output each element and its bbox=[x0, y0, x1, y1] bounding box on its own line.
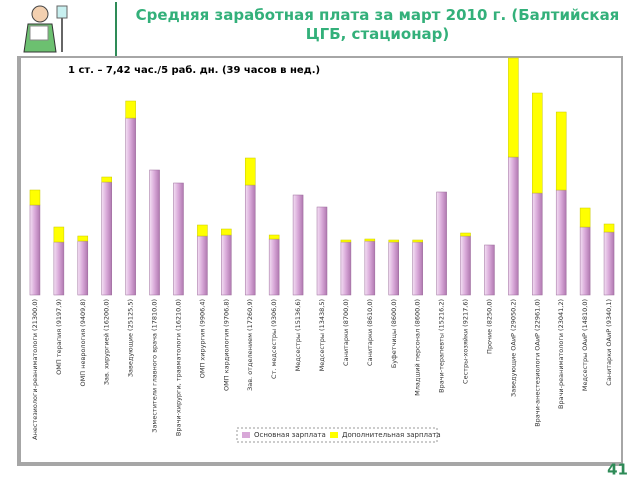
x-tick-label: Санитарки (8610,0) bbox=[366, 299, 374, 366]
x-tick-label: Врачи-реаниматологи (23041,2) bbox=[557, 299, 565, 409]
x-tick-label: ОМП хирургия (9906,4) bbox=[198, 299, 206, 378]
x-tick-label: Медсестры (15136,6) bbox=[294, 299, 302, 371]
x-tick-label: Медсестры ОАиР (14810,0) bbox=[581, 299, 589, 391]
bar-segment bbox=[149, 169, 160, 296]
bar-segment bbox=[579, 226, 591, 296]
x-tick-label: Врачи-терапевты (15216,2) bbox=[438, 299, 446, 393]
bar-segment bbox=[101, 181, 112, 296]
x-tick-label: Зав. хирургией (16200,0) bbox=[103, 299, 111, 385]
bar-segment bbox=[532, 92, 543, 194]
bar-segment bbox=[53, 226, 65, 243]
x-tick-label: Санитарки ОАиР (9340,1) bbox=[605, 299, 613, 386]
bar-segment bbox=[268, 234, 280, 240]
legend-label: Основная зарплата bbox=[254, 431, 326, 439]
x-tick-label: Санитарки (8700,0) bbox=[342, 299, 350, 366]
bar-segment bbox=[532, 192, 543, 296]
annotation: 1 ст. – 7,42 час./5 раб. дн. (39 часов в… bbox=[68, 64, 320, 76]
bar-segment bbox=[460, 232, 471, 237]
x-tick-label: Ст. медсестры (9306,0) bbox=[270, 299, 278, 379]
bar-segment bbox=[340, 241, 352, 296]
bar-segment bbox=[388, 239, 400, 243]
x-tick-label: Буфетчицы (8600,0) bbox=[390, 299, 398, 368]
bar-segment bbox=[412, 241, 423, 296]
bar-segment bbox=[101, 176, 112, 183]
x-tick-label: Медсестры (13438,5) bbox=[318, 299, 326, 371]
legend: Основная зарплата Дополнительная зарплат… bbox=[236, 427, 441, 443]
bar-segment bbox=[244, 157, 256, 186]
x-tick-label: Заведующие (25125,5) bbox=[127, 299, 135, 377]
bar-segment bbox=[388, 241, 400, 296]
x-tick-label: Анестезиологи-реаниматологи (21300,0) bbox=[31, 299, 39, 440]
bar-segment bbox=[340, 239, 352, 243]
bar-segment bbox=[197, 224, 208, 237]
legend-swatch bbox=[242, 432, 250, 438]
bar-segment bbox=[197, 235, 208, 296]
bar-segment bbox=[579, 207, 591, 228]
nurse-icon bbox=[23, 5, 68, 53]
x-tick-label: ОМП неврология (9409,8) bbox=[79, 299, 87, 386]
legend-swatch bbox=[330, 432, 338, 438]
bar-segment bbox=[508, 57, 519, 158]
bar-segment bbox=[603, 231, 615, 296]
x-tick-label: Заведующие ОАиР (29050,2) bbox=[509, 299, 517, 397]
bar-segment bbox=[77, 235, 89, 242]
bar-segment bbox=[364, 240, 376, 296]
bar-segment bbox=[508, 156, 519, 296]
bar-segment bbox=[221, 228, 232, 236]
bar-segment bbox=[29, 189, 41, 206]
legend-label: Дополнительная зарплата bbox=[342, 431, 441, 439]
bar-segment bbox=[221, 234, 232, 296]
bar-segment bbox=[53, 241, 65, 296]
page-number: 41 bbox=[607, 461, 628, 479]
bar-segment bbox=[316, 206, 328, 296]
x-tick-label: Врачи-анестезиологи ОАиР (22961,0) bbox=[533, 299, 541, 427]
bar-segment bbox=[29, 204, 41, 296]
x-tick-label: Заместители главного врача (17810,0) bbox=[151, 299, 159, 433]
bar-segment bbox=[292, 194, 304, 296]
title-box: Средняя заработная плата за март 2010 г.… bbox=[135, 6, 620, 43]
chart-title: Средняя заработная плата за март 2010 г.… bbox=[135, 6, 620, 43]
bar-segment bbox=[77, 240, 89, 296]
bar-segment bbox=[268, 238, 280, 296]
x-tick-label: Врачи-хирурги, травматологи (16210,0) bbox=[174, 299, 182, 436]
bar-segment bbox=[555, 111, 567, 191]
bar-segment bbox=[244, 184, 256, 296]
bar-segment bbox=[173, 182, 184, 296]
bar-segment bbox=[460, 235, 471, 296]
bar-segment bbox=[436, 191, 447, 296]
x-tick-label: ОМП кардиология (9706,8) bbox=[222, 299, 230, 391]
bar-segment bbox=[125, 100, 136, 119]
bar-segment bbox=[603, 223, 615, 233]
bar-segment bbox=[412, 239, 423, 243]
bar-segment bbox=[555, 189, 567, 296]
bar-segment bbox=[364, 238, 376, 242]
bar-segment bbox=[125, 117, 136, 296]
x-tick-label: Прочие (8250,0) bbox=[485, 299, 493, 354]
x-tick-label: Зав. отделением (17260,9) bbox=[246, 299, 254, 391]
x-tick-label: Сестры-хозяйки (9217,6) bbox=[462, 299, 470, 384]
bar-segment bbox=[484, 244, 495, 296]
x-tick-label: Младший персонал (8600,0) bbox=[414, 299, 422, 396]
x-tick-label: ОМП терапия (9197,9) bbox=[55, 299, 63, 375]
